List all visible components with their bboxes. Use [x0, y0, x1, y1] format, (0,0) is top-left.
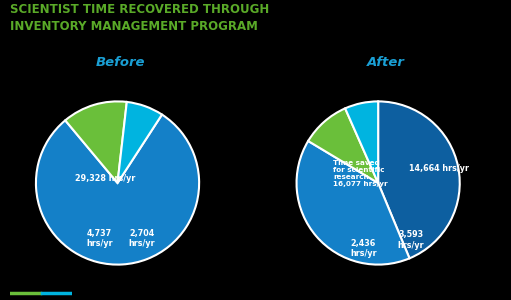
Wedge shape	[296, 141, 409, 265]
Text: 14,664 hrs/yr: 14,664 hrs/yr	[409, 164, 469, 173]
Text: 2,436
hrs/yr: 2,436 hrs/yr	[350, 238, 377, 258]
Wedge shape	[36, 115, 199, 265]
Text: Before: Before	[96, 56, 145, 69]
Text: 3,593
hrs/yr: 3,593 hrs/yr	[398, 230, 424, 250]
Text: 4,737
hrs/yr: 4,737 hrs/yr	[86, 229, 113, 248]
Text: SCIENTIST TIME RECOVERED THROUGH
INVENTORY MANAGEMENT PROGRAM: SCIENTIST TIME RECOVERED THROUGH INVENTO…	[10, 3, 269, 32]
Wedge shape	[308, 108, 378, 183]
Text: Time saved
for scientific
research
16,077 hrs/yr: Time saved for scientific research 16,07…	[333, 160, 388, 187]
Wedge shape	[378, 101, 460, 258]
Text: After: After	[367, 56, 405, 69]
Wedge shape	[345, 101, 378, 183]
Text: 2,704
hrs/yr: 2,704 hrs/yr	[129, 229, 155, 248]
Wedge shape	[65, 101, 127, 183]
Wedge shape	[118, 102, 162, 183]
Text: 29,328 hrs/yr: 29,328 hrs/yr	[75, 174, 135, 183]
